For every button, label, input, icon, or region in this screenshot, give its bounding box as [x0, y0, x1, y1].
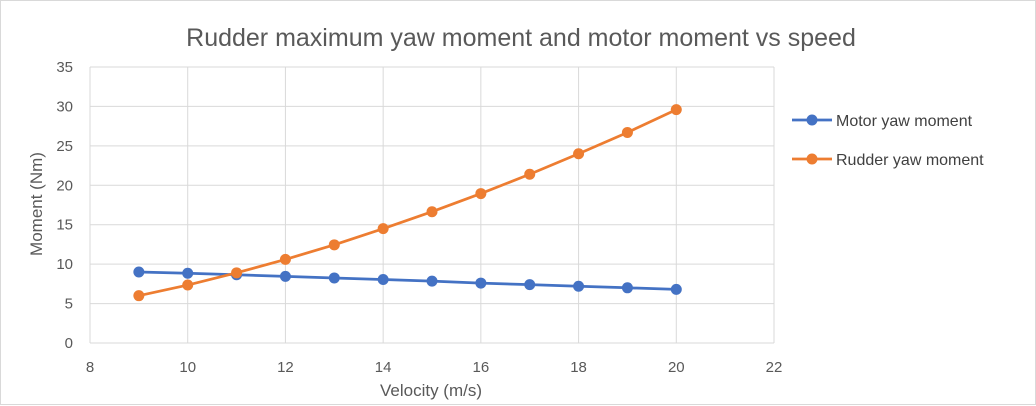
legend-label: Motor yaw moment: [836, 113, 973, 130]
y-tick-label: 10: [56, 256, 73, 273]
legend-marker: [806, 114, 818, 126]
y-tick-label: 15: [56, 217, 73, 234]
tick-labels: 0 5 10 15 20 25 30 35 8 10 12 14 16 18 20 22: [56, 59, 782, 376]
data-point: [377, 223, 389, 235]
data-point: [328, 272, 340, 284]
x-tick-label: 18: [570, 359, 587, 376]
data-point: [670, 104, 682, 116]
y-tick-label: 20: [56, 177, 73, 194]
data-point: [377, 274, 389, 286]
data-point: [133, 266, 145, 278]
data-point: [328, 239, 340, 251]
legend-marker: [806, 153, 818, 165]
x-tick-label: 10: [179, 359, 196, 376]
x-tick-label: 8: [86, 359, 94, 376]
y-tick-label: 35: [56, 59, 73, 76]
data-point: [621, 282, 633, 294]
x-tick-label: 20: [668, 359, 685, 376]
data-point: [231, 267, 243, 279]
series-line-0: [138, 270, 677, 291]
y-axis-label: Moment (Nm): [27, 152, 46, 256]
data-point: [182, 279, 194, 291]
y-tick-label: 0: [65, 335, 73, 352]
series-line-1: [138, 108, 677, 298]
legend: Motor yaw moment Rudder yaw moment: [792, 113, 984, 169]
data-point: [279, 270, 291, 282]
data-point: [279, 253, 291, 265]
data-point: [573, 280, 585, 292]
x-tick-label: 14: [375, 359, 392, 376]
data-point: [573, 148, 585, 160]
data-point: [524, 279, 536, 291]
x-axis-label: Velocity (m/s): [380, 381, 482, 400]
data-point: [524, 168, 536, 180]
series-layer: [133, 104, 682, 302]
x-tick-label: 22: [766, 359, 783, 376]
y-tick-label: 30: [56, 98, 73, 115]
gridlines: [89, 66, 775, 344]
x-tick-label: 16: [473, 359, 490, 376]
data-point: [475, 277, 487, 289]
y-tick-label: 5: [65, 296, 73, 313]
x-tick-label: 12: [277, 359, 294, 376]
data-point: [670, 283, 682, 295]
legend-label: Rudder yaw moment: [836, 152, 984, 169]
data-point: [621, 126, 633, 138]
y-tick-label: 25: [56, 138, 73, 155]
chart-title: Rudder maximum yaw moment and motor mome…: [186, 24, 856, 52]
data-point: [133, 290, 145, 302]
data-point: [426, 206, 438, 218]
data-point: [182, 267, 194, 279]
data-point: [475, 188, 487, 200]
data-point: [426, 275, 438, 287]
